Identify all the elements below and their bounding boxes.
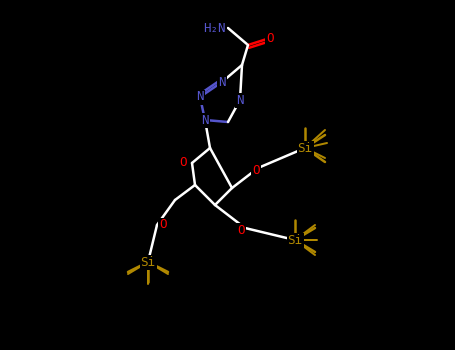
Text: N: N: [218, 76, 226, 89]
Text: Si: Si: [141, 256, 156, 268]
Text: N: N: [201, 113, 209, 126]
Text: Si: Si: [298, 141, 313, 154]
Text: H₂N: H₂N: [203, 21, 226, 35]
Text: N: N: [196, 91, 204, 104]
Text: O: O: [252, 164, 260, 177]
Text: Si: Si: [288, 233, 303, 246]
Text: O: O: [159, 218, 167, 231]
Text: N: N: [236, 93, 244, 106]
Text: O: O: [266, 32, 274, 44]
Text: O: O: [237, 224, 245, 237]
Text: O: O: [180, 156, 187, 169]
